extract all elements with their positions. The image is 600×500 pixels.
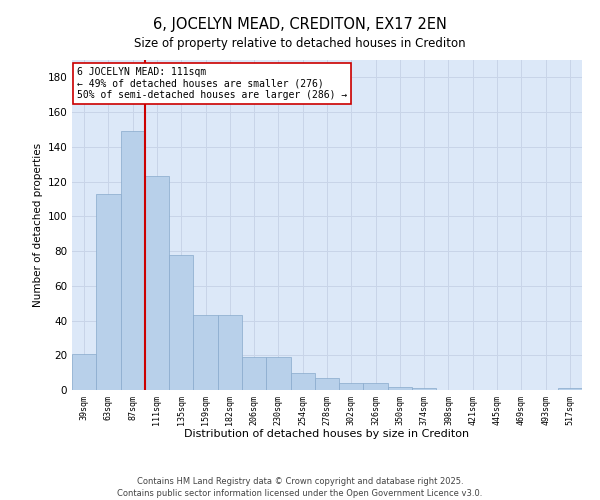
Text: Size of property relative to detached houses in Crediton: Size of property relative to detached ho… xyxy=(134,38,466,51)
Bar xyxy=(242,357,266,390)
Bar xyxy=(96,194,121,390)
Bar xyxy=(412,388,436,390)
Bar xyxy=(558,388,582,390)
Text: Contains HM Land Registry data © Crown copyright and database right 2025.
Contai: Contains HM Land Registry data © Crown c… xyxy=(118,476,482,498)
Bar xyxy=(193,316,218,390)
Bar xyxy=(290,372,315,390)
Bar xyxy=(364,383,388,390)
Bar xyxy=(315,378,339,390)
Bar xyxy=(72,354,96,390)
Bar xyxy=(169,254,193,390)
Bar xyxy=(388,386,412,390)
Bar xyxy=(121,131,145,390)
Y-axis label: Number of detached properties: Number of detached properties xyxy=(33,143,43,307)
Bar xyxy=(145,176,169,390)
X-axis label: Distribution of detached houses by size in Crediton: Distribution of detached houses by size … xyxy=(184,429,470,439)
Text: 6 JOCELYN MEAD: 111sqm
← 49% of detached houses are smaller (276)
50% of semi-de: 6 JOCELYN MEAD: 111sqm ← 49% of detached… xyxy=(77,66,347,100)
Bar xyxy=(266,357,290,390)
Text: 6, JOCELYN MEAD, CREDITON, EX17 2EN: 6, JOCELYN MEAD, CREDITON, EX17 2EN xyxy=(153,18,447,32)
Bar xyxy=(339,383,364,390)
Bar xyxy=(218,316,242,390)
